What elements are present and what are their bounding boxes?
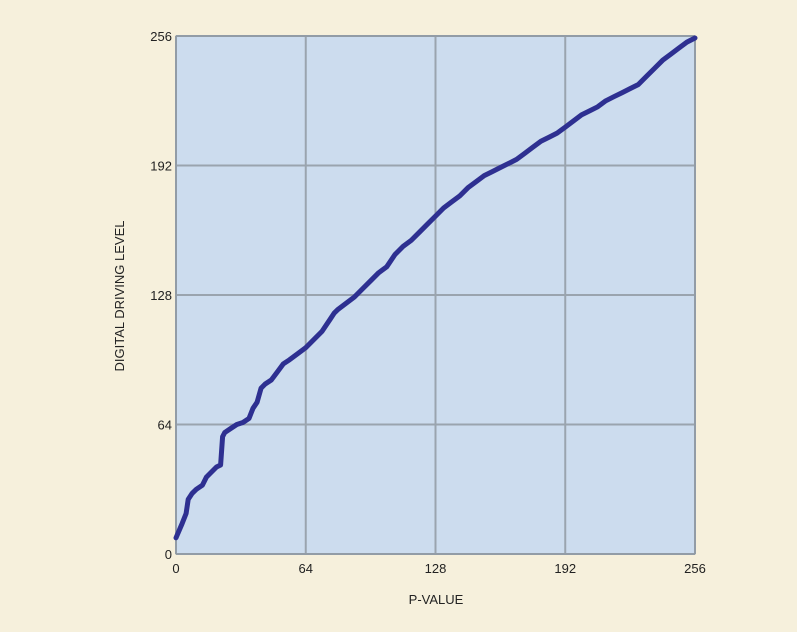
y-tick-label: 64 <box>158 418 172 433</box>
y-tick-label: 192 <box>150 159 172 174</box>
plot-border <box>175 35 696 555</box>
series-line-0 <box>173 35 698 541</box>
x-tick-label: 192 <box>554 561 576 576</box>
y-tick-label: 128 <box>150 288 172 303</box>
tick-labels: 0 64 128 192 256 0 64 128 192 256 <box>150 29 706 576</box>
x-tick-label: 256 <box>684 561 706 576</box>
x-axis-title: P-VALUE <box>409 592 464 607</box>
y-axis-title: DIGITAL DRIVING LEVEL <box>112 221 127 372</box>
x-tick-label: 128 <box>425 561 447 576</box>
plot-area <box>173 35 698 555</box>
x-tick-label: 0 <box>172 561 179 576</box>
x-tick-label: 64 <box>299 561 313 576</box>
y-tick-label: 256 <box>150 29 172 44</box>
y-tick-label: 0 <box>165 547 172 562</box>
